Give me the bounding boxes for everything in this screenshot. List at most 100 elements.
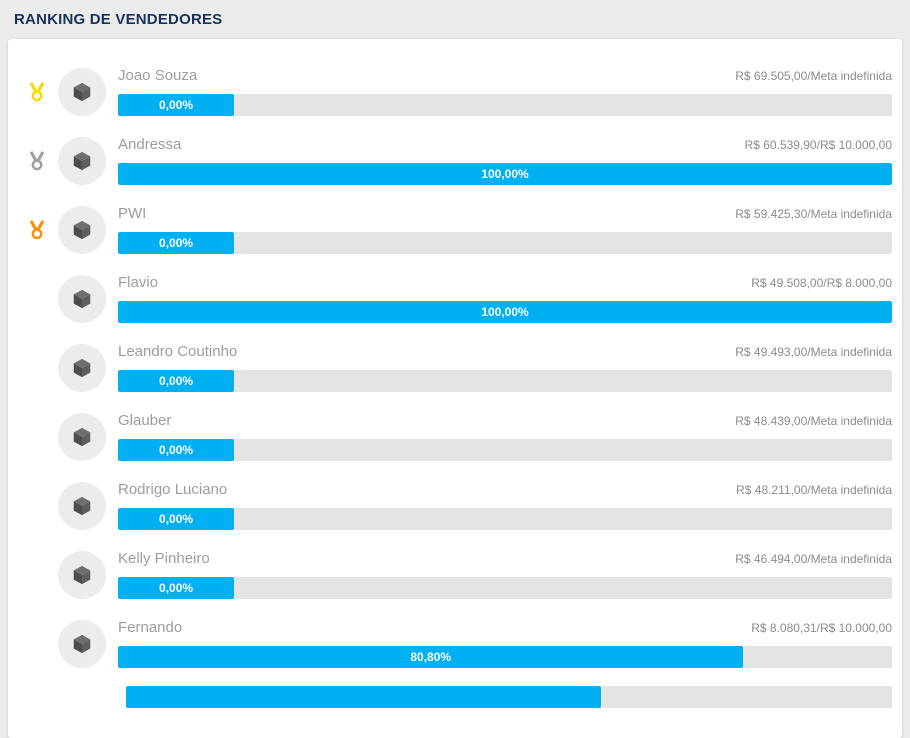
medal-icon	[29, 150, 45, 170]
avatar	[58, 205, 106, 254]
avatar	[58, 481, 106, 530]
medal-column	[16, 357, 58, 379]
package-icon	[73, 82, 91, 101]
seller-name: Kelly Pinheiro	[118, 550, 210, 567]
ranking-card: Joao Souza R$ 69.505,00/Meta indefinida …	[8, 39, 902, 738]
ranking-row: Joao Souza R$ 69.505,00/Meta indefinida …	[16, 57, 892, 126]
medal-column	[16, 633, 58, 655]
package-icon	[73, 496, 91, 515]
avatar	[58, 136, 106, 185]
progress-fill: 0,00%	[118, 94, 235, 116]
progress-label: 0,00%	[159, 374, 194, 388]
avatar	[58, 343, 106, 392]
progress-fill: 0,00%	[118, 370, 235, 392]
progress-bar: 0,00%	[118, 94, 892, 116]
avatar	[58, 550, 106, 599]
progress-bar: 0,00%	[118, 439, 892, 461]
progress-bar: 0,00%	[118, 508, 892, 530]
row-content: Kelly Pinheiro R$ 46.494,00/Meta indefin…	[118, 550, 892, 599]
row-content: Andressa R$ 60.539,90/R$ 10.000,00 100,0…	[118, 136, 892, 185]
medal-column	[16, 426, 58, 448]
package-icon	[73, 289, 91, 308]
row-content: Rodrigo Luciano R$ 48.211,00/Meta indefi…	[118, 481, 892, 530]
ranking-row: Andressa R$ 60.539,90/R$ 10.000,00 100,0…	[16, 126, 892, 195]
progress-fill: 100,00%	[118, 163, 892, 185]
seller-revenue: R$ 46.494,00/Meta indefinida	[735, 552, 892, 566]
seller-name: Fernando	[118, 619, 183, 636]
progress-fill: 0,00%	[118, 577, 235, 599]
ranking-list: Joao Souza R$ 69.505,00/Meta indefinida …	[16, 57, 892, 678]
seller-revenue: R$ 48.439,00/Meta indefinida	[735, 414, 892, 428]
seller-name: Joao Souza	[118, 67, 198, 84]
progress-fill: 0,00%	[118, 439, 235, 461]
avatar	[58, 274, 106, 323]
progress-label: 0,00%	[159, 443, 194, 457]
package-icon	[73, 634, 91, 653]
ranking-row: Glauber R$ 48.439,00/Meta indefinida 0,0…	[16, 402, 892, 471]
package-icon	[73, 427, 91, 446]
seller-revenue: R$ 48.211,00/Meta indefinida	[736, 483, 892, 497]
row-content: Fernando R$ 8.080,31/R$ 10.000,00 80,80%	[118, 619, 892, 668]
seller-revenue: R$ 8.080,31/R$ 10.000,00	[751, 621, 892, 635]
progress-label: 0,00%	[159, 236, 194, 250]
ranking-row: Flavio R$ 49.508,00/R$ 8.000,00 100,00%	[16, 264, 892, 333]
seller-name: Flavio	[118, 274, 159, 291]
package-icon	[73, 220, 91, 239]
medal-column	[16, 288, 58, 310]
progress-label: 0,00%	[159, 512, 194, 526]
avatar	[58, 412, 106, 461]
medal-column	[16, 81, 58, 103]
seller-name: Andressa	[118, 136, 182, 153]
progress-bar: 100,00%	[118, 301, 892, 323]
partial-row	[126, 686, 892, 708]
avatar	[58, 67, 106, 116]
progress-fill: 80,80%	[118, 646, 744, 668]
progress-bar: 0,00%	[118, 370, 892, 392]
row-header: Flavio R$ 49.508,00/R$ 8.000,00	[118, 274, 892, 291]
row-content: Glauber R$ 48.439,00/Meta indefinida 0,0…	[118, 412, 892, 461]
row-content: PWI R$ 59.425,30/Meta indefinida 0,00%	[118, 205, 892, 254]
row-header: Rodrigo Luciano R$ 48.211,00/Meta indefi…	[118, 481, 892, 498]
row-header: Glauber R$ 48.439,00/Meta indefinida	[118, 412, 892, 429]
progress-label: 0,00%	[159, 98, 194, 112]
seller-revenue: R$ 69.505,00/Meta indefinida	[735, 69, 892, 83]
medal-icon	[29, 81, 45, 101]
package-icon	[73, 151, 91, 170]
partial-progress-fill	[126, 686, 601, 708]
medal-column	[16, 564, 58, 586]
seller-name: Leandro Coutinho	[118, 343, 238, 360]
ranking-row: PWI R$ 59.425,30/Meta indefinida 0,00%	[16, 195, 892, 264]
page-title: RANKING DE VENDEDORES	[14, 11, 223, 28]
row-content: Flavio R$ 49.508,00/R$ 8.000,00 100,00%	[118, 274, 892, 323]
row-header: Joao Souza R$ 69.505,00/Meta indefinida	[118, 67, 892, 84]
seller-name: Rodrigo Luciano	[118, 481, 228, 498]
row-content: Joao Souza R$ 69.505,00/Meta indefinida …	[118, 67, 892, 116]
package-icon	[73, 358, 91, 377]
row-header: Andressa R$ 60.539,90/R$ 10.000,00	[118, 136, 892, 153]
progress-bar: 0,00%	[118, 232, 892, 254]
progress-label: 100,00%	[481, 167, 529, 181]
ranking-row: Leandro Coutinho R$ 49.493,00/Meta indef…	[16, 333, 892, 402]
row-header: Fernando R$ 8.080,31/R$ 10.000,00	[118, 619, 892, 636]
seller-revenue: R$ 59.425,30/Meta indefinida	[735, 207, 892, 221]
medal-icon	[29, 219, 45, 239]
seller-name: Glauber	[118, 412, 172, 429]
seller-revenue: R$ 60.539,90/R$ 10.000,00	[744, 138, 892, 152]
progress-bar: 100,00%	[118, 163, 892, 185]
seller-name: PWI	[118, 205, 147, 222]
progress-fill: 100,00%	[118, 301, 892, 323]
ranking-row: Fernando R$ 8.080,31/R$ 10.000,00 80,80%	[16, 609, 892, 678]
partial-progress-bar	[126, 686, 892, 708]
row-content: Leandro Coutinho R$ 49.493,00/Meta indef…	[118, 343, 892, 392]
medal-column	[16, 495, 58, 517]
progress-label: 0,00%	[159, 581, 194, 595]
progress-label: 100,00%	[481, 305, 529, 319]
progress-bar: 80,80%	[118, 646, 892, 668]
row-header: PWI R$ 59.425,30/Meta indefinida	[118, 205, 892, 222]
progress-fill: 0,00%	[118, 232, 235, 254]
ranking-row: Rodrigo Luciano R$ 48.211,00/Meta indefi…	[16, 471, 892, 540]
progress-fill: 0,00%	[118, 508, 235, 530]
progress-label: 80,80%	[410, 650, 452, 664]
row-header: Kelly Pinheiro R$ 46.494,00/Meta indefin…	[118, 550, 892, 567]
medal-column	[16, 219, 58, 241]
